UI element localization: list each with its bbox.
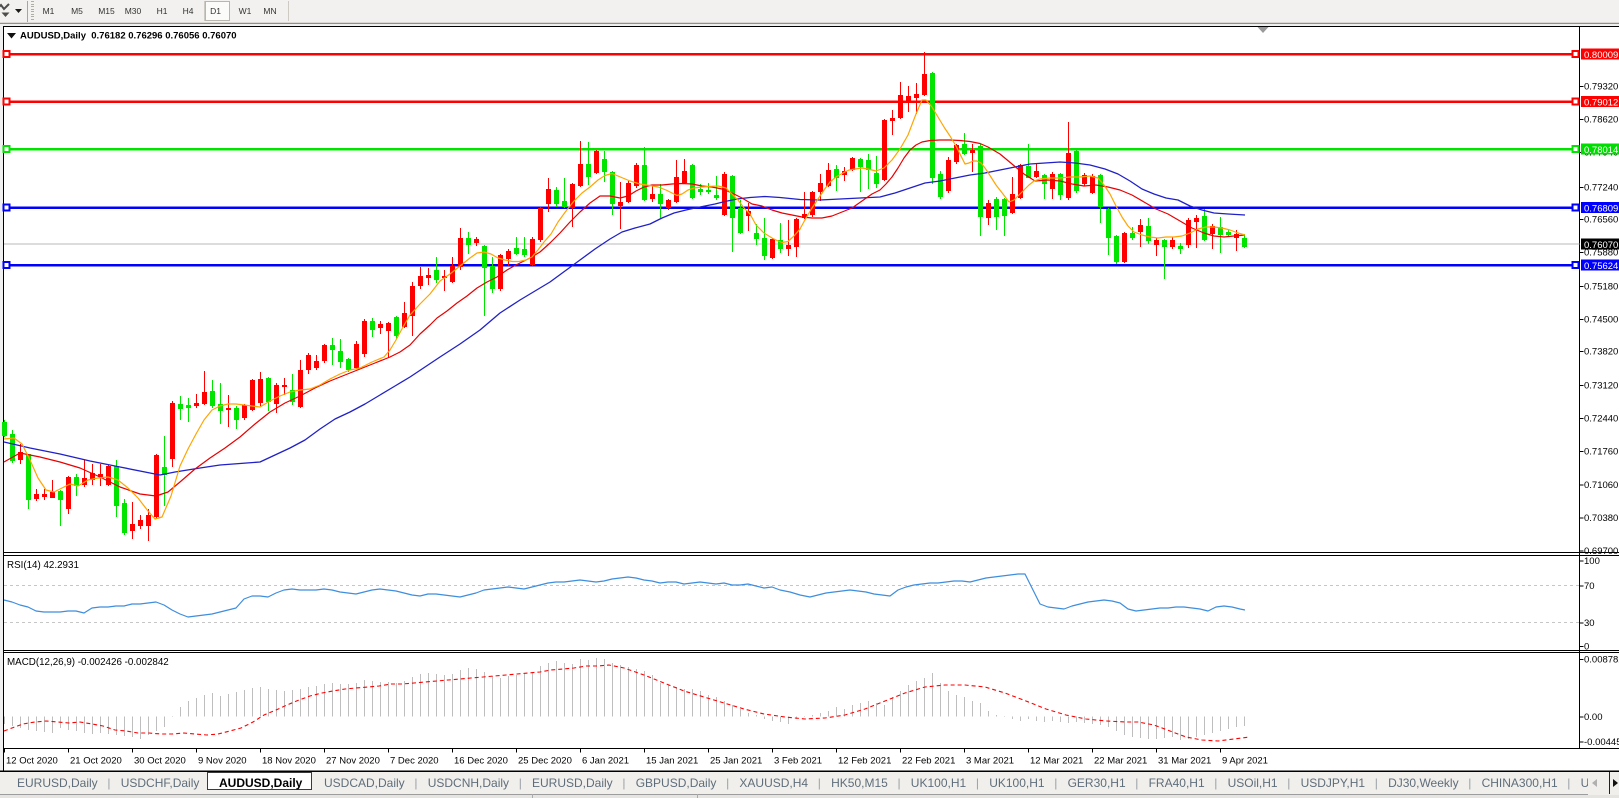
svg-text:0.75880: 0.75880 [1584, 248, 1618, 259]
svg-text:15 Jan 2021: 15 Jan 2021 [646, 756, 698, 767]
svg-text:0.69700: 0.69700 [1584, 546, 1618, 557]
svg-text:21 Oct 2020: 21 Oct 2020 [70, 756, 122, 767]
svg-text:70: 70 [1584, 581, 1595, 592]
svg-text:0.00: 0.00 [1584, 712, 1603, 723]
svg-text:0.74500: 0.74500 [1584, 315, 1618, 326]
svg-text:AUDUSD,Daily 0.76182 0.76296: AUDUSD,Daily 0.76182 0.76296 0.76056 0.7… [20, 31, 237, 42]
svg-text:0: 0 [1584, 642, 1589, 653]
svg-text:0.77240: 0.77240 [1584, 183, 1618, 194]
svg-text:0.76560: 0.76560 [1584, 215, 1618, 226]
svg-text:0.80009: 0.80009 [1584, 50, 1618, 61]
svg-text:0.70380: 0.70380 [1584, 513, 1618, 524]
svg-text:0.78620: 0.78620 [1584, 115, 1618, 126]
svg-text:31 Mar 2021: 31 Mar 2021 [1158, 756, 1211, 767]
svg-text:0.71060: 0.71060 [1584, 480, 1618, 491]
svg-text:100: 100 [1584, 556, 1600, 567]
svg-text:22 Feb 2021: 22 Feb 2021 [902, 756, 955, 767]
svg-text:0.73120: 0.73120 [1584, 381, 1618, 392]
svg-text:22 Mar 2021: 22 Mar 2021 [1094, 756, 1147, 767]
svg-text:27 Nov 2020: 27 Nov 2020 [326, 756, 380, 767]
svg-text:3 Feb 2021: 3 Feb 2021 [774, 756, 822, 767]
svg-text:0.008782: 0.008782 [1584, 655, 1619, 666]
svg-text:30: 30 [1584, 618, 1595, 629]
svg-text:12 Feb 2021: 12 Feb 2021 [838, 756, 891, 767]
svg-text:MACD(12,26,9) -0.002426 -0.002: MACD(12,26,9) -0.002426 -0.002842 [7, 657, 169, 668]
svg-text:16 Dec 2020: 16 Dec 2020 [454, 756, 508, 767]
svg-text:0.75180: 0.75180 [1584, 282, 1618, 293]
svg-text:0.79012: 0.79012 [1584, 97, 1618, 108]
svg-text:0.79320: 0.79320 [1584, 82, 1618, 93]
svg-text:12 Mar 2021: 12 Mar 2021 [1030, 756, 1083, 767]
svg-text:6 Jan 2021: 6 Jan 2021 [582, 756, 629, 767]
svg-text:RSI(14) 42.2931: RSI(14) 42.2931 [7, 560, 79, 571]
svg-text:30 Oct 2020: 30 Oct 2020 [134, 756, 186, 767]
svg-text:18 Nov 2020: 18 Nov 2020 [262, 756, 316, 767]
svg-text:0.75624: 0.75624 [1584, 261, 1618, 272]
svg-text:25 Jan 2021: 25 Jan 2021 [710, 756, 762, 767]
svg-text:0.72440: 0.72440 [1584, 414, 1618, 425]
svg-text:9 Apr 2021: 9 Apr 2021 [1222, 756, 1268, 767]
svg-text:-0.00445: -0.00445 [1584, 737, 1619, 748]
svg-text:3 Mar 2021: 3 Mar 2021 [966, 756, 1014, 767]
svg-text:25 Dec 2020: 25 Dec 2020 [518, 756, 572, 767]
svg-text:7 Dec 2020: 7 Dec 2020 [390, 756, 439, 767]
svg-text:0.73820: 0.73820 [1584, 347, 1618, 358]
svg-text:0.78014: 0.78014 [1584, 145, 1618, 156]
svg-text:0.76070: 0.76070 [1584, 240, 1618, 251]
svg-text:0.76809: 0.76809 [1584, 203, 1618, 214]
svg-text:0.71760: 0.71760 [1584, 447, 1618, 458]
svg-text:12 Oct 2020: 12 Oct 2020 [6, 756, 58, 767]
svg-text:9 Nov 2020: 9 Nov 2020 [198, 756, 247, 767]
